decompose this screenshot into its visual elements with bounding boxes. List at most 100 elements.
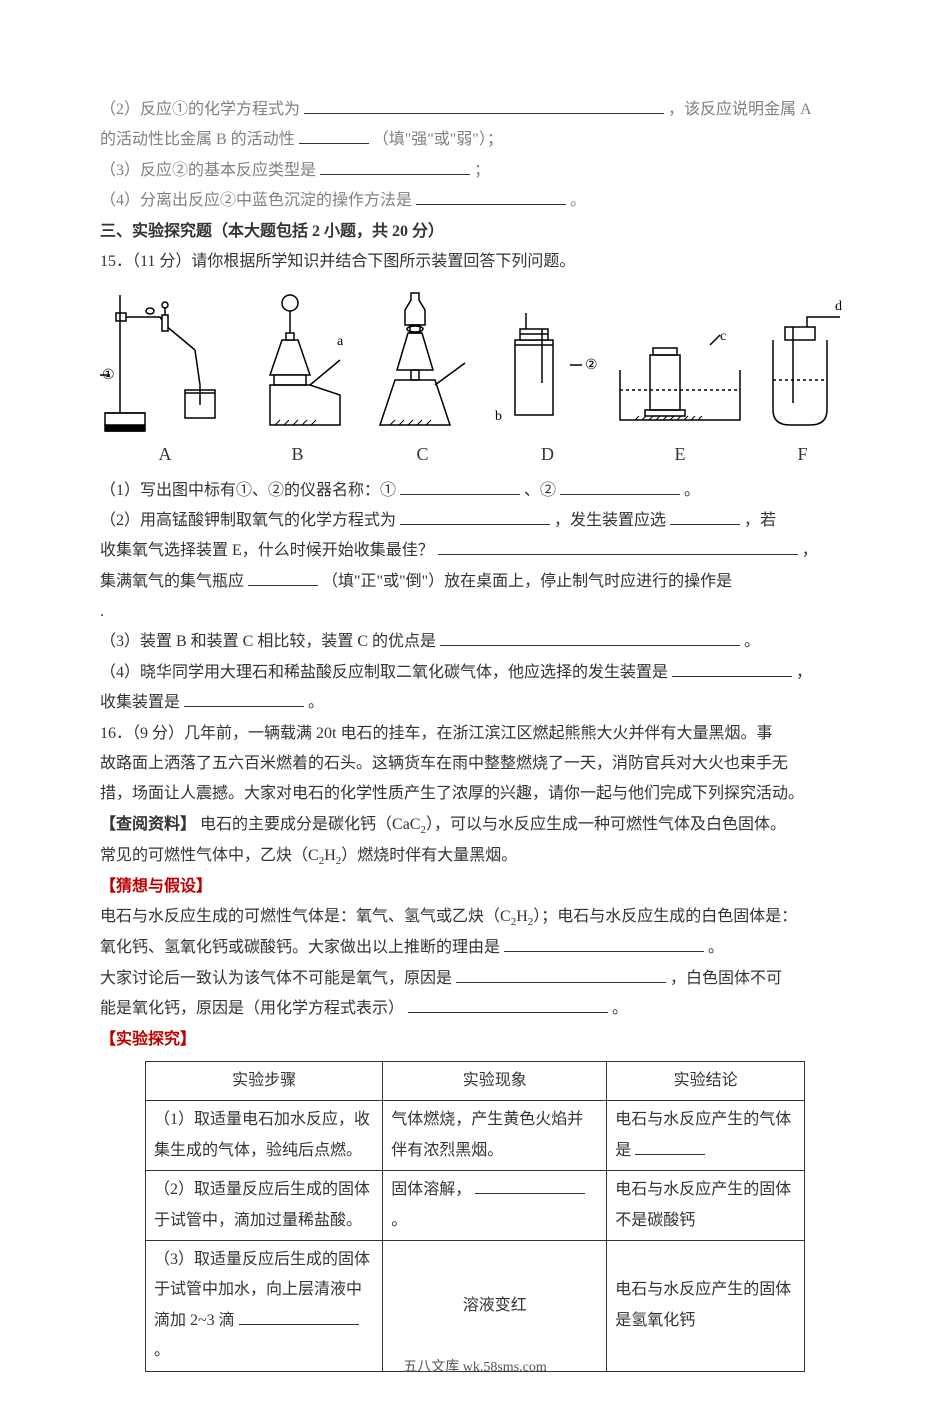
apparatus-B-svg: a xyxy=(240,285,355,435)
q15-p4-line1: （4）晓华同学用大理石和稀盐酸反应制取二氧化碳气体，他应选择的发生装置是 ， xyxy=(100,658,850,688)
r2-phen-b: 。 xyxy=(391,1212,407,1229)
section3-heading: 三、实验探究题（本大题包括 2 小题，共 20 分） xyxy=(100,217,850,247)
lookup1a: 电石的主要成分是碳化钙（CaC xyxy=(200,816,420,833)
q14-p2-tail: ，该反应说明金属 A xyxy=(668,101,812,118)
guess-label: 【猜想与假设】 xyxy=(100,872,850,902)
q16-stem3: 措，场面让人震撼。大家对电石的化学性质产生了浓厚的兴趣，请你一起与他们完成下列探… xyxy=(100,779,850,809)
guess2b: 。 xyxy=(708,939,724,956)
q15-p2-line1: （2）用高锰酸钾制取氧气的化学方程式为 ，发生装置应选 ，若 xyxy=(100,506,850,536)
q16-guess3: 大家讨论后一致认为该气体不可能是氧气，原因是 ，白色固体不可 xyxy=(100,964,850,994)
blank xyxy=(400,476,520,495)
q15-p2c: ，若 xyxy=(744,512,776,529)
q15-p1b: 、② xyxy=(524,482,556,499)
q14-p4-tail: 。 xyxy=(570,192,586,209)
q14-p3-tail: ； xyxy=(474,162,490,179)
label-E: E xyxy=(675,437,686,471)
blank xyxy=(635,1136,705,1155)
q16-lookup2: 常见的可燃性气体中，乙炔（C2H2）燃烧时伴有大量黑烟。 xyxy=(100,841,850,872)
marker-a: a xyxy=(337,334,344,349)
th-phen: 实验现象 xyxy=(383,1062,607,1101)
label-F: F xyxy=(797,437,807,471)
q15-p1a: （1）写出图中标有①、②的仪器名称：① xyxy=(100,482,396,499)
q15-p4-line2: 收集装置是 。 xyxy=(100,688,850,718)
apparatus-F-svg: d xyxy=(755,285,850,435)
lookup1b: ），可以与水反应生成一种可燃性气体及白色固体。 xyxy=(426,816,786,833)
blank xyxy=(504,934,704,953)
page-footer: 五八文库 wk.58sms.com xyxy=(0,1355,950,1382)
blank xyxy=(320,156,470,175)
th-step: 实验步骤 xyxy=(146,1062,383,1101)
marker-d: d xyxy=(835,299,842,314)
r3-step: （3）取适量反应后生成的固体于试管中加水，向上层清液中滴加 2~3 滴 。 xyxy=(146,1240,383,1371)
guess1b: H xyxy=(516,908,528,925)
q15-p4-l2b: 。 xyxy=(308,694,324,711)
label-C: C xyxy=(416,437,428,471)
blank xyxy=(416,187,566,206)
q15-p2-line3: 集满氧气的集气瓶应 （填"正"或"倒"）放在桌面上，停止制气时应进行的操作是 xyxy=(100,567,850,597)
exp-label: 【实验探究】 xyxy=(100,1025,850,1055)
q15-p1: （1）写出图中标有①、②的仪器名称：① 、② 。 xyxy=(100,476,850,506)
q15-p2-l2a: 收集氧气选择装置 E，什么时候开始收集最佳？ xyxy=(100,542,434,559)
q16-stem1: 16．（9 分）几年前，一辆载满 20t 电石的挂车，在浙江滨江区燃起熊熊大火并… xyxy=(100,719,850,749)
q16-guess1: 电石与水反应生成的可燃性气体是：氧气、氢气或乙炔（C2H2）；电石与水反应生成的… xyxy=(100,902,850,933)
guess4b: 。 xyxy=(612,1000,628,1017)
blank xyxy=(299,126,369,145)
blank xyxy=(438,537,798,556)
q14-p2-l2b: （填"强"或"弱"）； xyxy=(373,131,503,148)
q14-p4-pre: （4）分离出反应②中蓝色沉淀的操作方法是 xyxy=(100,192,412,209)
q15-diagrams: ① A a B xyxy=(100,285,850,471)
blank xyxy=(672,658,792,677)
r1-phen: 气体燃烧，产生黄色火焰并伴有浓烈黑烟。 xyxy=(383,1101,607,1171)
marker-one-A: ① xyxy=(102,368,115,383)
guess1a: 电石与水反应生成的可燃性气体是：氧气、氢气或乙炔（C xyxy=(100,908,511,925)
q14-p2-pre: （2）反应①的化学方程式为 xyxy=(100,101,300,118)
r2-phen-a: 固体溶解， xyxy=(391,1181,471,1198)
blank xyxy=(560,476,680,495)
blank xyxy=(304,95,664,114)
r2-step: （2）取适量反应后生成的固体于试管中，滴加过量稀盐酸。 xyxy=(146,1171,383,1241)
q16-guess4: 能是氧化钙，原因是（用化学方程式表示） 。 xyxy=(100,994,850,1024)
label-B: B xyxy=(291,437,303,471)
r1-conc: 电石与水反应产生的气体是 xyxy=(607,1101,805,1171)
q15-p4a: （4）晓华同学用大理石和稀盐酸反应制取二氧化碳气体，他应选择的发生装置是 xyxy=(100,664,668,681)
apparatus-D-svg: ② b xyxy=(490,285,605,435)
lookup-label: 【查阅资料】 xyxy=(100,816,196,833)
marker-c: c xyxy=(720,329,726,344)
table-row: （2）取适量反应后生成的固体于试管中，滴加过量稀盐酸。 固体溶解， 。 电石与水… xyxy=(146,1171,805,1241)
blank xyxy=(475,1176,585,1195)
r2-phen: 固体溶解， 。 xyxy=(383,1171,607,1241)
apparatus-C-svg xyxy=(365,285,480,435)
blank xyxy=(408,995,608,1014)
marker-two: ② xyxy=(585,358,598,373)
q15-p1c: 。 xyxy=(684,482,700,499)
r3-conc: 电石与水反应产生的固体是氢氧化钙 xyxy=(607,1240,805,1371)
table-row: （3）取适量反应后生成的固体于试管中加水，向上层清液中滴加 2~3 滴 。 溶液… xyxy=(146,1240,805,1371)
blank xyxy=(248,567,318,586)
blank xyxy=(239,1306,359,1325)
label-D: D xyxy=(541,437,554,471)
q15-p2-l2b: ， xyxy=(802,542,818,559)
table-row: （1）取适量电石加水反应，收集生成的气体，验纯后点燃。 气体燃烧，产生黄色火焰并… xyxy=(146,1101,805,1171)
q15-p2a: （2）用高锰酸钾制取氧气的化学方程式为 xyxy=(100,512,396,529)
diagram-F: d F xyxy=(755,285,850,471)
q15-stem: 15．（11 分）请你根据所学知识并结合下图所示装置回答下列问题。 xyxy=(100,247,850,277)
guess3b: ，白色固体不可 xyxy=(670,970,782,987)
label-A: A xyxy=(159,437,172,471)
q16-lookup: 【查阅资料】 电石的主要成分是碳化钙（CaC2），可以与水反应生成一种可燃性气体… xyxy=(100,810,850,841)
q15-p2-line4: . xyxy=(100,597,850,627)
guess2a: 氧化钙、氢氧化钙或碳酸钙。大家做出以上推断的理由是 xyxy=(100,939,500,956)
lookup2c: ）燃烧时伴有大量黑烟。 xyxy=(341,847,517,864)
q15-p4-l2a: 收集装置是 xyxy=(100,694,180,711)
guess3a: 大家讨论后一致认为该气体不可能是氧气，原因是 xyxy=(100,970,452,987)
guess4a: 能是氧化钙，原因是（用化学方程式表示） xyxy=(100,1000,404,1017)
q16-guess2: 氧化钙、氢氧化钙或碳酸钙。大家做出以上推断的理由是 。 xyxy=(100,933,850,963)
q15-p2-l3a: 集满氧气的集气瓶应 xyxy=(100,573,244,590)
blank xyxy=(456,964,666,983)
r3-phen: 溶液变红 xyxy=(383,1240,607,1371)
q15-p2-line2: 收集氧气选择装置 E，什么时候开始收集最佳？ ， xyxy=(100,536,850,566)
diagram-B: a B xyxy=(240,285,355,471)
apparatus-E-svg: c xyxy=(615,285,745,435)
q15-p2-l3b: （填"正"或"倒"）放在桌面上，停止制气时应进行的操作是 xyxy=(322,573,732,590)
q15-p3b: 。 xyxy=(744,633,760,650)
q15-p3: （3）装置 B 和装置 C 相比较，装置 C 的优点是 。 xyxy=(100,627,850,657)
